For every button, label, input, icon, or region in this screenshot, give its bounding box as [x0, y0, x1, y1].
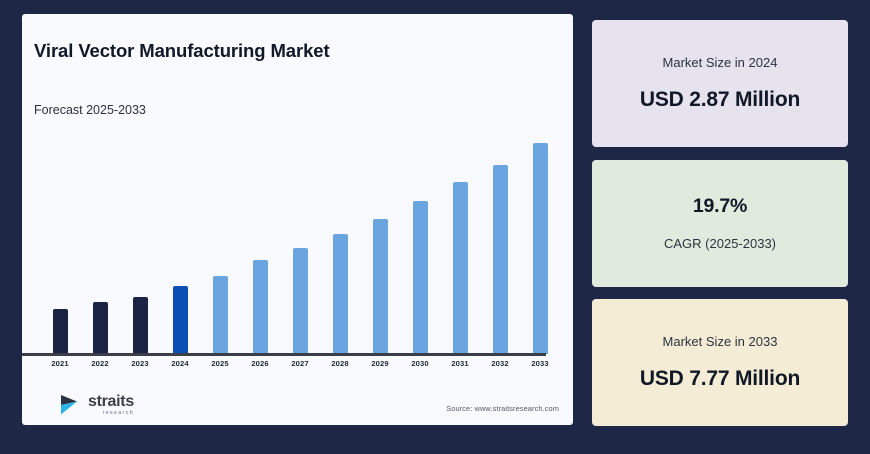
x-axis-label-2029: 2029 — [371, 359, 389, 368]
bar-2028[interactable] — [332, 234, 348, 354]
metric-card-1: Market Size in 2024 USD 2.87 Million — [592, 20, 848, 147]
bar-slot — [360, 125, 400, 354]
bar-series — [40, 125, 560, 354]
bar-slot — [240, 125, 280, 354]
logo-subtext: research — [102, 409, 134, 416]
bar-2027[interactable] — [292, 248, 308, 354]
x-axis-line — [22, 353, 546, 356]
page-title: Viral Vector Manufacturing Market — [34, 40, 330, 61]
metric-value: USD 7.77 Million — [639, 367, 801, 390]
bar-2026[interactable] — [252, 260, 268, 354]
metric-label: Market Size in 2033 — [662, 334, 778, 349]
metric-label: CAGR (2025-2033) — [664, 236, 776, 251]
x-axis-label-2031: 2031 — [451, 359, 469, 368]
logo-text: straits research — [88, 392, 134, 417]
x-axis-label-2032: 2032 — [491, 359, 509, 368]
x-axis-label-2022: 2022 — [91, 359, 109, 368]
bar-2024[interactable] — [172, 286, 188, 354]
x-axis-label-2028: 2028 — [331, 359, 349, 368]
bar-2025[interactable] — [212, 276, 228, 354]
x-axis-label-2021: 2021 — [51, 359, 69, 368]
x-axis-label-2027: 2027 — [291, 359, 309, 368]
logo-wordmark: straits — [88, 392, 134, 410]
bar-slot — [520, 125, 560, 354]
bar-slot — [120, 125, 160, 354]
x-axis-label-2024: 2024 — [171, 359, 189, 368]
source-attribution: Source: www.straitsresearch.com — [446, 404, 559, 413]
x-axis-label-2026: 2026 — [251, 359, 269, 368]
bar-2032[interactable] — [492, 165, 508, 354]
bar-slot — [160, 125, 200, 354]
bar-2021[interactable] — [52, 309, 68, 354]
x-axis-label-2033: 2033 — [531, 359, 549, 368]
metric-value: 19.7% — [692, 195, 748, 217]
metric-label: Market Size in 2024 — [662, 55, 778, 70]
bar-slot — [480, 125, 520, 354]
straits-research-logo: straits research — [58, 392, 134, 418]
x-axis-label-2023: 2023 — [131, 359, 149, 368]
bar-2030[interactable] — [412, 201, 428, 354]
bar-2031[interactable] — [452, 182, 468, 354]
bar-slot — [440, 125, 480, 354]
x-axis-label-2025: 2025 — [211, 359, 229, 368]
straits-arrow-mark — [58, 392, 84, 418]
chart-subtitle: Forecast 2025-2033 — [34, 103, 146, 117]
chart-panel: Viral Vector Manufacturing Market Foreca… — [22, 14, 573, 425]
bar-chart-plot-area — [40, 124, 560, 354]
metric-card-2: 19.7% CAGR (2025-2033) — [592, 159, 848, 287]
bar-slot — [320, 125, 360, 354]
bar-slot — [400, 125, 440, 354]
x-axis-tick-labels: 2021 2022 2023 2024 2025 2026 2027 2028 2029 2030… — [40, 359, 560, 368]
metric-cards-column: Market Size in 2024 USD 2.87 Million 19.7%… — [592, 20, 848, 426]
metric-card-3: Market Size in 2033 USD 7.77 Million — [592, 299, 848, 426]
x-axis-label-2030: 2030 — [411, 359, 429, 368]
metric-value: USD 2.87 Million — [639, 88, 801, 111]
bar-2023[interactable] — [132, 297, 148, 354]
bar-2029[interactable] — [372, 219, 388, 354]
bar-2022[interactable] — [92, 302, 108, 354]
bar-slot — [40, 125, 80, 354]
bar-2033[interactable] — [532, 143, 548, 354]
bar-slot — [200, 125, 240, 354]
bar-slot — [80, 125, 120, 354]
bar-slot — [280, 125, 320, 354]
